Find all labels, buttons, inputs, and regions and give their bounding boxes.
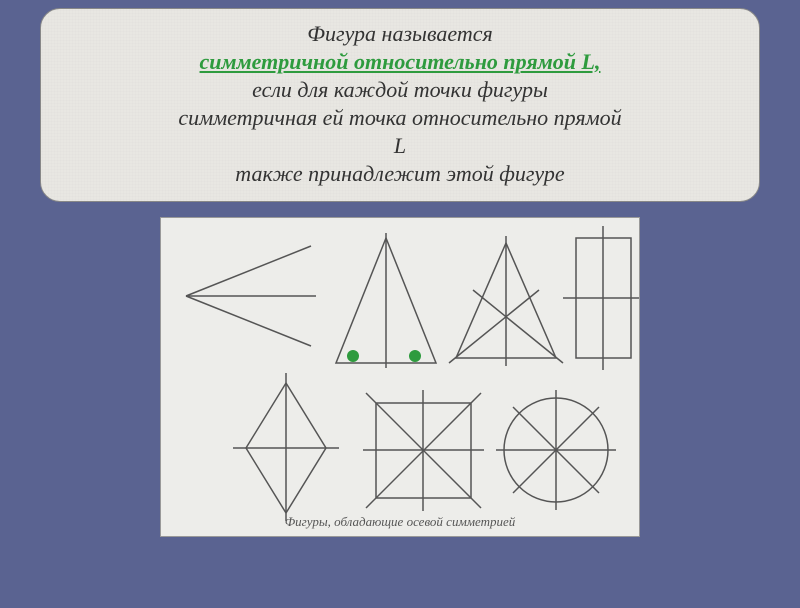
- definition-line-2-accent: симметричной относительно прямой L,: [71, 49, 729, 75]
- definition-card: Фигура называется симметричной относител…: [40, 8, 760, 202]
- definition-line-4b: L: [71, 133, 729, 159]
- figures-caption: Фигуры, обладающие осевой симметрией: [161, 514, 639, 530]
- marker-dot: [409, 350, 421, 362]
- definition-line-1: Фигура называется: [71, 21, 729, 47]
- figures-panel: Фигуры, обладающие осевой симметрией: [160, 217, 640, 537]
- figures-svg: [161, 218, 641, 538]
- definition-line-5: также принадлежит этой фигуре: [71, 161, 729, 187]
- definition-line-4a: симметричная ей точка относительно прямо…: [71, 105, 729, 131]
- definition-line-3: если для каждой точки фигуры: [71, 77, 729, 103]
- marker-dot: [347, 350, 359, 362]
